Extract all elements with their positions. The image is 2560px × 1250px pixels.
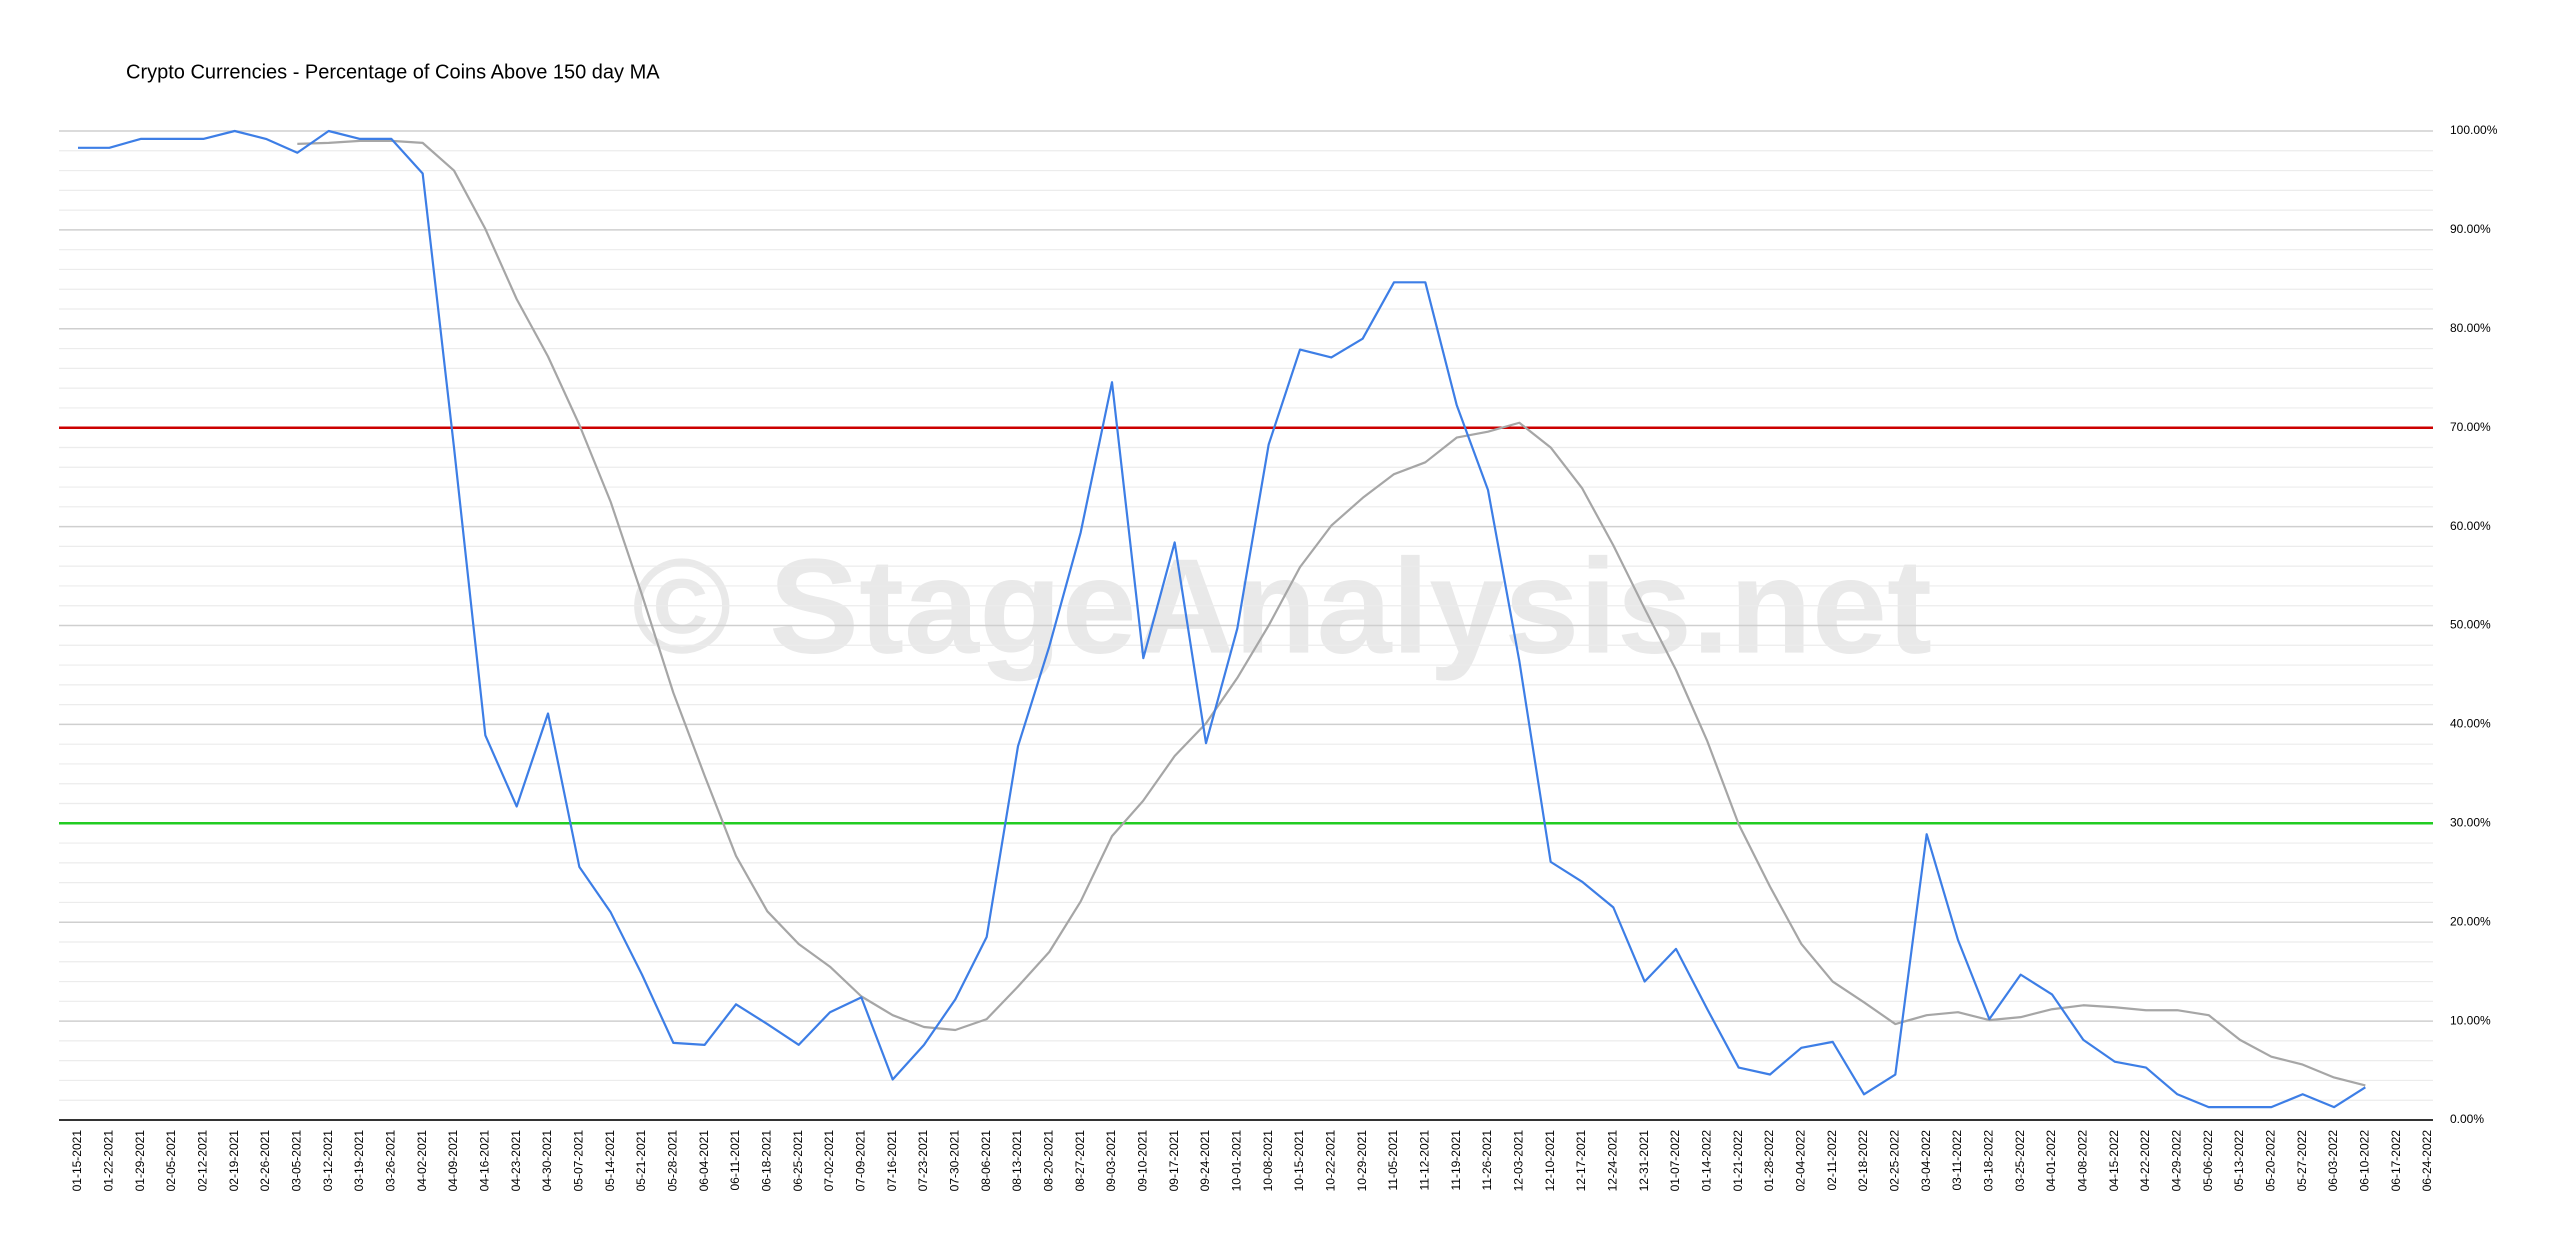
x-tick-label: 02-26-2021 — [258, 1130, 272, 1192]
y-tick-label: 40.00% — [2450, 717, 2491, 731]
y-tick-label: 50.00% — [2450, 618, 2491, 632]
x-tick-label: 04-08-2022 — [2076, 1130, 2090, 1192]
x-tick-label: 11-26-2021 — [1480, 1130, 1494, 1191]
y-tick-label: 80.00% — [2450, 321, 2491, 335]
x-tick-label: 03-25-2022 — [2013, 1130, 2027, 1192]
x-tick-label: 03-04-2022 — [1919, 1130, 1933, 1192]
y-tick-label: 30.00% — [2450, 815, 2491, 829]
x-tick-label: 02-25-2022 — [1888, 1130, 1902, 1192]
y-tick-label: 20.00% — [2450, 914, 2491, 928]
x-tick-label: 09-24-2021 — [1198, 1130, 1212, 1192]
x-tick-label: 10-01-2021 — [1230, 1130, 1244, 1192]
x-tick-label: 04-16-2021 — [478, 1130, 492, 1192]
x-tick-label: 06-17-2022 — [2389, 1130, 2403, 1192]
series-line — [78, 129, 2366, 1109]
x-tick-label: 02-18-2022 — [1856, 1130, 1870, 1192]
x-tick-label: 06-11-2021 — [728, 1130, 742, 1191]
x-tick-label: 01-14-2022 — [1700, 1130, 1714, 1192]
x-tick-label: 07-09-2021 — [854, 1130, 868, 1192]
x-tick-label: 01-28-2022 — [1762, 1130, 1776, 1192]
x-tick-label: 05-21-2021 — [634, 1130, 648, 1192]
x-tick-label: 02-04-2022 — [1794, 1130, 1808, 1192]
x-tick-label: 03-05-2021 — [290, 1130, 304, 1192]
x-tick-label: 06-04-2021 — [697, 1130, 711, 1192]
x-tick-label: 05-06-2022 — [2201, 1130, 2215, 1192]
x-tick-label: 02-11-2022 — [1825, 1130, 1839, 1191]
x-tick-label: 09-03-2021 — [1104, 1130, 1118, 1192]
chart-title: Crypto Currencies - Percentage of Coins … — [126, 61, 660, 83]
x-tick-label: 04-23-2021 — [509, 1130, 523, 1192]
x-tick-label: 07-16-2021 — [885, 1130, 899, 1192]
y-tick-label: 60.00% — [2450, 519, 2491, 533]
x-tick-label: 06-03-2022 — [2326, 1130, 2340, 1192]
x-tick-label: 08-06-2021 — [979, 1130, 993, 1192]
x-tick-label: 04-09-2021 — [446, 1130, 460, 1192]
x-tick-label: 11-05-2021 — [1386, 1130, 1400, 1191]
x-tick-label: 10-08-2021 — [1261, 1130, 1275, 1192]
x-tick-label: 01-29-2021 — [133, 1130, 147, 1192]
x-tick-label: 10-29-2021 — [1355, 1130, 1369, 1192]
x-tick-label: 10-22-2021 — [1324, 1130, 1338, 1192]
x-tick-label: 05-20-2022 — [2264, 1130, 2278, 1192]
x-tick-label: 05-27-2022 — [2295, 1130, 2309, 1192]
x-tick-label: 01-07-2022 — [1668, 1130, 1682, 1192]
y-tick-label: 10.00% — [2450, 1013, 2491, 1027]
x-tick-label: 01-15-2021 — [70, 1130, 84, 1192]
x-tick-label: 09-17-2021 — [1167, 1130, 1181, 1192]
x-tick-label: 05-28-2021 — [666, 1130, 680, 1192]
x-tick-label: 11-12-2021 — [1418, 1130, 1432, 1191]
x-tick-label: 04-29-2022 — [2170, 1130, 2184, 1192]
x-tick-label: 12-31-2021 — [1637, 1130, 1651, 1192]
x-tick-label: 05-13-2022 — [2232, 1130, 2246, 1192]
x-tick-label: 08-27-2021 — [1073, 1130, 1087, 1192]
x-tick-label: 08-13-2021 — [1010, 1130, 1024, 1192]
x-tick-label: 04-15-2022 — [2107, 1130, 2121, 1192]
x-tick-label: 01-22-2021 — [102, 1130, 116, 1192]
x-tick-label: 04-02-2021 — [415, 1130, 429, 1192]
x-tick-label: 06-24-2022 — [2420, 1130, 2434, 1192]
x-tick-label: 08-20-2021 — [1042, 1130, 1056, 1192]
x-tick-label: 01-21-2022 — [1731, 1130, 1745, 1192]
x-tick-label: 06-18-2021 — [760, 1130, 774, 1192]
x-tick-label: 06-25-2021 — [791, 1130, 805, 1192]
x-tick-label: 04-30-2021 — [540, 1130, 554, 1192]
y-tick-label: 90.00% — [2450, 222, 2491, 236]
y-tick-label: 70.00% — [2450, 420, 2491, 434]
y-tick-label: 0.00% — [2450, 1112, 2484, 1126]
x-tick-label: 02-19-2021 — [227, 1130, 241, 1192]
x-tick-label: 02-12-2021 — [196, 1130, 210, 1192]
y-tick-label: 100.00% — [2450, 123, 2498, 137]
x-tick-label: 03-18-2022 — [1982, 1130, 1996, 1192]
x-tick-label: 10-15-2021 — [1292, 1130, 1306, 1192]
x-tick-label: 02-05-2021 — [164, 1130, 178, 1192]
x-tick-label: 11-19-2021 — [1449, 1130, 1463, 1191]
x-tick-label: 12-17-2021 — [1574, 1130, 1588, 1192]
x-tick-label: 04-22-2022 — [2138, 1130, 2152, 1192]
x-tick-label: 04-01-2022 — [2044, 1130, 2058, 1192]
x-tick-label: 03-26-2021 — [384, 1130, 398, 1192]
x-tick-label: 12-10-2021 — [1543, 1130, 1557, 1192]
x-tick-label: 05-07-2021 — [572, 1130, 586, 1192]
x-tick-label: 03-12-2021 — [321, 1130, 335, 1192]
x-tick-label: 07-02-2021 — [822, 1130, 836, 1192]
series-line — [297, 139, 2366, 1087]
x-tick-label: 06-10-2022 — [2358, 1130, 2372, 1192]
x-tick-label: 05-14-2021 — [603, 1130, 617, 1192]
x-tick-label: 12-03-2021 — [1512, 1130, 1526, 1192]
x-tick-label: 12-24-2021 — [1606, 1130, 1620, 1192]
x-tick-label: 03-11-2022 — [1950, 1130, 1964, 1191]
x-tick-label: 09-10-2021 — [1136, 1130, 1150, 1192]
x-tick-label: 03-19-2021 — [352, 1130, 366, 1192]
x-tick-label: 07-30-2021 — [948, 1130, 962, 1192]
x-tick-label: 07-23-2021 — [916, 1130, 930, 1192]
